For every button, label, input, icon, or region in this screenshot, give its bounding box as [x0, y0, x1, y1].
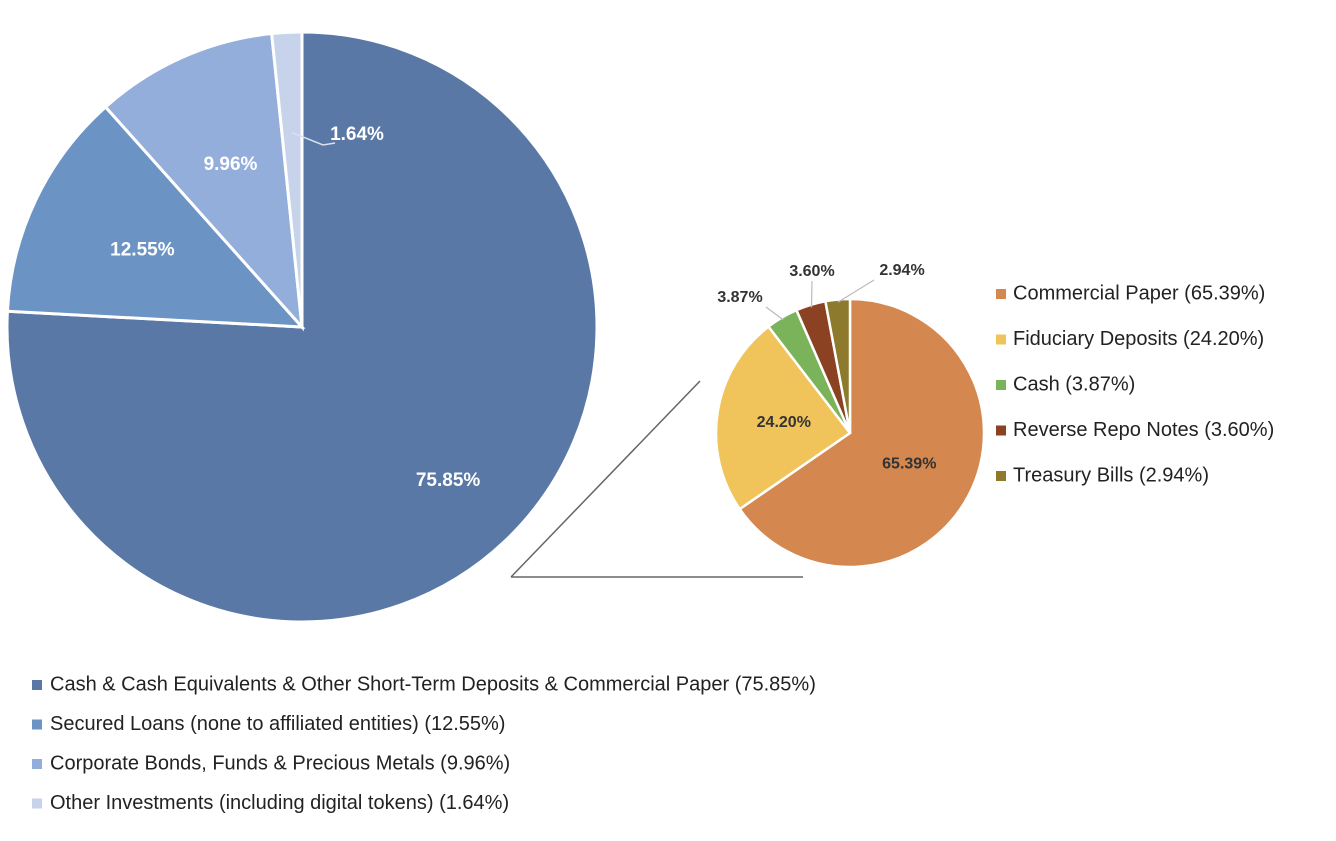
sub-pie-leader-line	[837, 279, 875, 303]
main-legend-swatch	[32, 759, 42, 769]
sub-legend-swatch	[996, 471, 1006, 481]
main-legend-swatch	[32, 798, 42, 809]
sub-legend-label[interactable]: Cash (3.87%)	[1013, 373, 1135, 395]
sub-pie-data-label: 3.60%	[789, 263, 834, 280]
main-pie-leader-line	[291, 131, 336, 146]
sub-pie: 65.39% 24.20% 3.87% 3.60% 2.94%	[714, 262, 986, 569]
sub-pie-data-label: 24.20%	[757, 414, 811, 431]
sub-legend-swatch	[996, 289, 1006, 299]
main-pie-data-label: 1.64%	[330, 124, 384, 145]
sub-legend-swatch	[996, 380, 1006, 390]
sub-legend-swatch	[996, 334, 1006, 345]
sub-legend-swatch	[996, 425, 1006, 436]
connector-line	[510, 380, 701, 578]
main-legend-label[interactable]: Cash & Cash Equivalents & Other Short-Te…	[50, 673, 816, 695]
sub-legend-label[interactable]: Treasury Bills (2.94%)	[1013, 464, 1209, 486]
main-legend-label[interactable]: Other Investments (including digital tok…	[50, 792, 509, 814]
main-pie-data-label: 75.85%	[416, 470, 481, 491]
main-pie: 75.85% 12.55% 9.96% 1.64%	[5, 30, 599, 624]
main-pie-data-label: 9.96%	[204, 154, 258, 175]
sub-pie-legend: Commercial Paper (65.39%) Fiduciary Depos…	[996, 282, 1274, 486]
sub-pie-leader-line	[765, 306, 784, 321]
main-pie-slice[interactable]	[5, 30, 599, 624]
main-legend-swatch	[32, 719, 42, 730]
sub-legend-label[interactable]: Commercial Paper (65.39%)	[1013, 282, 1265, 304]
sub-legend-label[interactable]: Reverse Repo Notes (3.60%)	[1013, 419, 1274, 441]
sub-pie-slice[interactable]	[737, 297, 986, 569]
main-pie-slice[interactable]	[5, 104, 306, 329]
sub-pie-slice[interactable]	[823, 297, 852, 434]
sub-pie-data-label: 2.94%	[879, 262, 924, 279]
main-pie-slice[interactable]	[270, 30, 304, 328]
main-legend-label[interactable]: Corporate Bonds, Funds & Precious Metals…	[50, 752, 510, 774]
sub-pie-leader-line	[810, 280, 813, 308]
sub-pie-data-label: 65.39%	[882, 455, 936, 472]
main-pie-slice[interactable]	[103, 31, 304, 332]
sub-pie-slice[interactable]	[714, 324, 852, 511]
main-pie-legend: Cash & Cash Equivalents & Other Short-Te…	[32, 673, 816, 814]
sub-pie-data-label: 3.87%	[717, 289, 762, 306]
main-legend-label[interactable]: Secured Loans (none to affiliated entiti…	[50, 713, 505, 735]
main-legend-swatch	[32, 680, 42, 690]
main-pie-data-label: 12.55%	[110, 239, 175, 260]
sub-legend-label[interactable]: Fiduciary Deposits (24.20%)	[1013, 328, 1264, 350]
